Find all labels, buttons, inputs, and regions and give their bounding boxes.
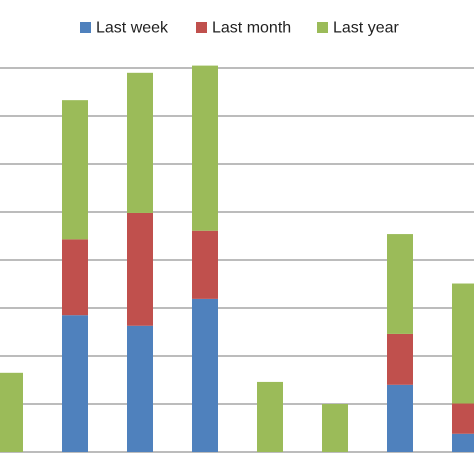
bar-segment <box>452 433 474 452</box>
legend-label: Last week <box>96 20 169 37</box>
bar-segment <box>192 230 218 299</box>
legend-swatch <box>196 22 207 33</box>
bar-segment <box>62 239 88 316</box>
bar-segment <box>127 212 153 326</box>
bar-segment <box>387 234 413 334</box>
bar-segment <box>387 384 413 452</box>
bar-segment <box>127 325 153 452</box>
bar-segment <box>62 315 88 452</box>
bar-segment <box>387 333 413 385</box>
bar-segment <box>452 283 474 404</box>
bar-segment <box>62 100 88 240</box>
bar-segment <box>322 404 348 452</box>
bar-segment <box>0 372 23 452</box>
legend-swatch <box>80 22 91 33</box>
bar-segment <box>127 72 153 213</box>
legend-label: Last year <box>333 20 399 37</box>
legend-swatch <box>317 22 328 33</box>
bar-segment <box>452 403 474 434</box>
legend-label: Last month <box>212 20 291 37</box>
bar-segment <box>257 381 283 452</box>
bar-segment <box>192 298 218 452</box>
bar-segment <box>192 65 218 231</box>
